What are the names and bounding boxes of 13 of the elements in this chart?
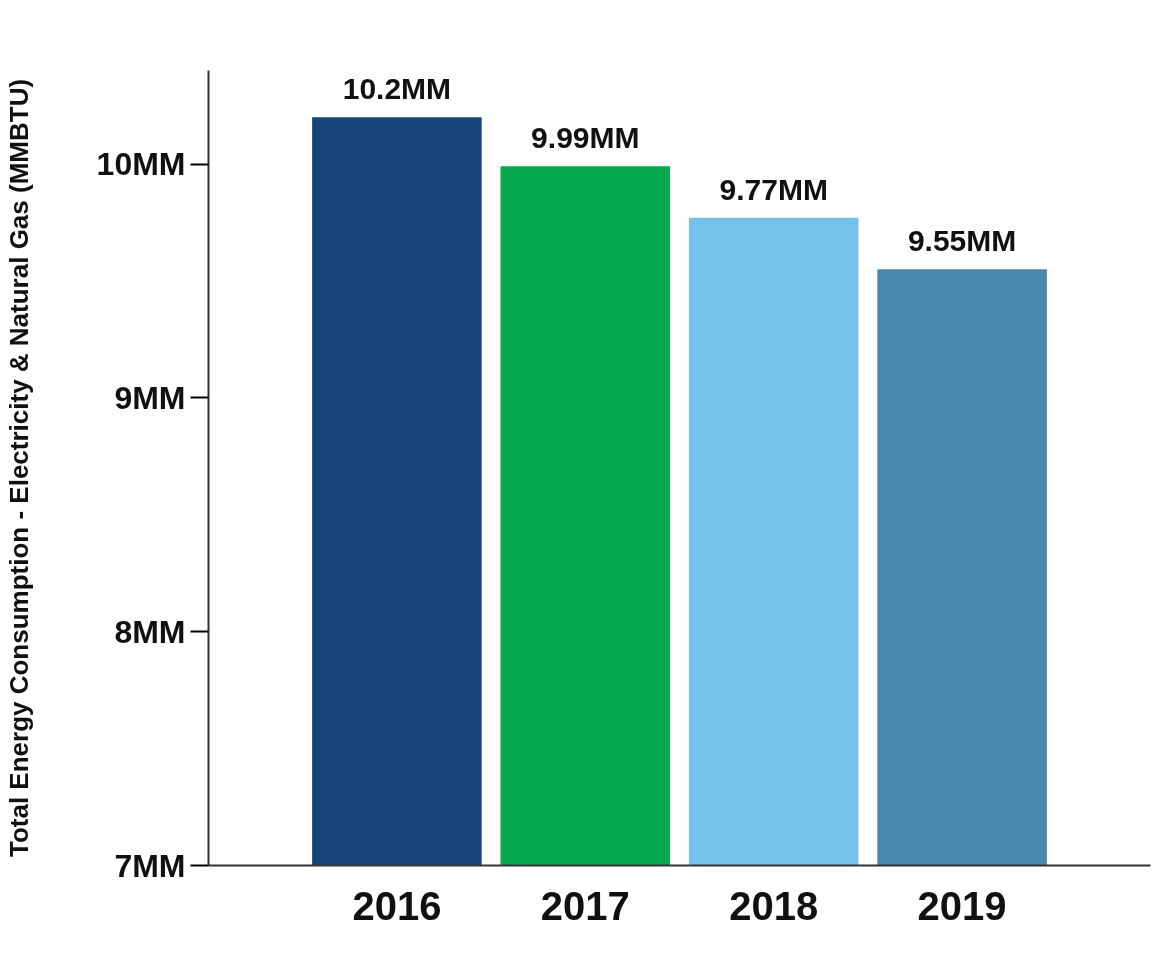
y-tick-label: 7MM — [114, 847, 186, 884]
y-axis-title: Total Energy Consumption - Electricity & Natural Gas (MMBTU) — [3, 78, 34, 858]
x-tick-label: 2017 — [540, 883, 630, 928]
y-tick-label: 9MM — [114, 379, 186, 416]
data-label: 9.77MM — [719, 172, 828, 206]
x-tick-label: 2018 — [729, 883, 819, 928]
data-label: 10.2MM — [342, 72, 452, 106]
x-tick-label: 2016 — [352, 883, 442, 928]
y-tick-label: 10MM — [96, 146, 186, 183]
data-label: 9.99MM — [531, 121, 640, 155]
data-label: 9.55MM — [907, 224, 1017, 258]
y-tick-label: 8MM — [114, 613, 186, 650]
x-tick-label: 2019 — [917, 883, 1007, 928]
